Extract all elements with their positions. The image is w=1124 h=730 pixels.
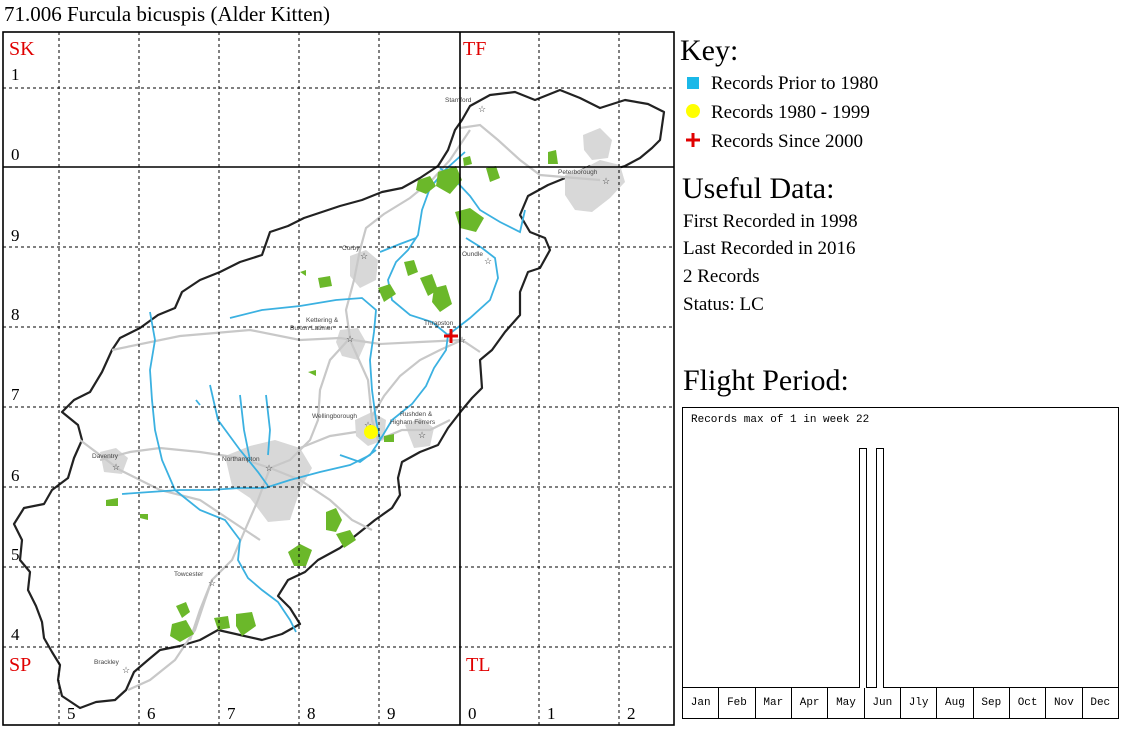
key-item-since: Records Since 2000 <box>686 131 863 153</box>
grid-north-0: 0 <box>11 145 20 164</box>
month-label: Dec <box>1090 697 1111 709</box>
month-label: Sep <box>974 688 1010 718</box>
town-daventry: Daventry <box>92 453 119 460</box>
star-icon: ☆ <box>418 430 426 440</box>
star-icon: ☆ <box>112 462 120 472</box>
grid-east-0: 0 <box>468 704 477 723</box>
town-corby: Corby <box>342 245 360 252</box>
grid-major <box>2 31 675 726</box>
page-title: 71.006 Furcula bicuspis (Alder Kitten) <box>4 2 331 26</box>
month-label: Mar <box>756 688 792 718</box>
grid-north-1: 1 <box>11 65 20 84</box>
woodland <box>106 150 558 642</box>
town-towcester: Towcester <box>174 571 204 578</box>
town-rushden-2: Higham Ferrers <box>390 419 436 426</box>
star-icon: ☆ <box>208 578 216 588</box>
flight-period-label: Records max of 1 in week 22 <box>691 414 870 426</box>
roads <box>79 123 601 692</box>
star-icon: ☆ <box>360 251 368 261</box>
town-kettering-1: Kettering & <box>306 317 339 324</box>
month-axis: Jan Feb Mar Apr May Jun Jly Aug Sep Oct Nov Dec <box>683 687 1118 718</box>
key-heading: Key: <box>680 34 739 67</box>
grid-north-6: 6 <box>11 466 20 485</box>
month-label: Apr <box>792 688 829 718</box>
record-1980-1999-marker <box>364 425 378 439</box>
grid-minor <box>3 32 674 725</box>
star-icon: ☆ <box>478 104 486 114</box>
star-icon: ☆ <box>122 665 130 675</box>
grid-north-5: 5 <box>11 545 20 564</box>
county-boundary <box>12 88 666 710</box>
grid-east-6: 6 <box>147 704 156 723</box>
month-label: Jun <box>865 688 901 718</box>
grid-square-sk: SK <box>9 38 35 60</box>
grid-east-5: 5 <box>67 704 76 723</box>
star-icon: ☆ <box>484 256 492 266</box>
town-peterborough: Peterborough <box>558 169 598 176</box>
town-northampton: Northampton <box>222 456 260 463</box>
star-icon: ☆ <box>364 420 372 430</box>
grid-east-1: 1 <box>547 704 556 723</box>
key-item-prior: Records Prior to 1980 <box>686 73 878 95</box>
month-label: Jan <box>683 688 720 718</box>
useful-data-heading: Useful Data: <box>682 172 835 205</box>
record-since-2000-marker <box>444 329 458 343</box>
town-thrapston: Thrapston <box>424 320 454 327</box>
grid-east-2: 2 <box>627 704 636 723</box>
month-label: May <box>828 688 865 718</box>
month-label: Oct <box>1010 688 1047 718</box>
town-oundle: Oundle <box>462 251 483 258</box>
urban-areas <box>100 128 625 522</box>
star-icon: ☆ <box>602 176 610 186</box>
town-markers: Stamford ☆ Peterborough ☆ Corby ☆ Oundle… <box>92 97 610 675</box>
month-label: Nov <box>1046 688 1083 718</box>
flight-bar <box>858 448 867 688</box>
grid-east-9: 9 <box>387 704 396 723</box>
square-marker-icon <box>686 73 704 95</box>
town-brackley: Brackley <box>94 659 120 666</box>
flight-period-heading: Flight Period: <box>683 364 849 397</box>
key-label-mid: Records 1980 - 1999 <box>711 102 870 123</box>
grid-square-tf: TF <box>463 38 486 60</box>
cross-marker-icon <box>686 131 704 153</box>
star-icon: ☆ <box>346 334 354 344</box>
record-count: 2 Records <box>683 266 760 287</box>
grid-north-8: 8 <box>11 305 20 324</box>
town-kettering-2: Burton Latimer <box>290 325 333 332</box>
flight-period-chart: Records max of 1 in week 22 Jan Feb Mar Apr… <box>682 407 1119 719</box>
distribution-map: Stamford ☆ Peterborough ☆ Corby ☆ Oundle… <box>2 31 675 726</box>
month-label: Aug <box>937 688 974 718</box>
grid-square-sp: SP <box>9 654 31 676</box>
star-icon: ☆ <box>458 335 466 345</box>
grid-east-8: 8 <box>307 704 316 723</box>
first-recorded: First Recorded in 1998 <box>683 211 858 232</box>
status: Status: LC <box>683 294 764 315</box>
key-label-prior: Records Prior to 1980 <box>711 73 879 94</box>
grid-square-tl: TL <box>466 654 490 676</box>
town-stamford: Stamford <box>445 97 472 104</box>
grid-north-7: 7 <box>11 385 20 404</box>
flight-bar <box>875 448 884 688</box>
key-label-since: Records Since 2000 <box>711 131 863 152</box>
key-item-mid: Records 1980 - 1999 <box>686 102 870 124</box>
grid-north-4: 4 <box>11 625 20 644</box>
town-rushden-1: Rushden & <box>400 411 433 418</box>
month-label: Feb <box>719 688 756 718</box>
town-wellingborough: Wellingborough <box>312 413 357 420</box>
grid-north-9: 9 <box>11 226 20 245</box>
grid-east-7: 7 <box>227 704 236 723</box>
circle-marker-icon <box>686 102 704 124</box>
month-label: Jly <box>901 688 938 718</box>
star-icon: ☆ <box>265 463 273 473</box>
last-recorded: Last Recorded in 2016 <box>683 238 856 259</box>
